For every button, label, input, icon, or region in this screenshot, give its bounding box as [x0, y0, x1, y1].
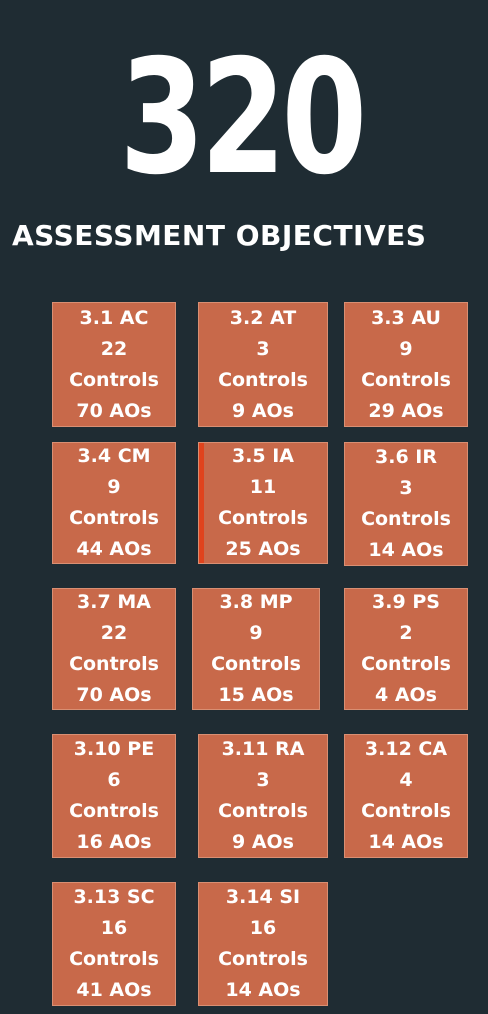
tile-controls-count: 9 — [399, 337, 413, 360]
tile-mp: 3.8 MP 9 Controls 15 AOs — [192, 588, 320, 710]
tile-aos: 70 AOs — [76, 399, 152, 422]
tile-ra: 3.11 RA 3 Controls 9 AOs — [198, 734, 328, 858]
tile-controls-label: Controls — [361, 653, 451, 675]
tile-controls-count: 16 — [100, 917, 128, 939]
tile-code: 3.7 MA — [77, 591, 151, 613]
tile-code: 3.6 IR — [375, 446, 437, 468]
tile-controls-count: 9 — [107, 476, 121, 498]
tile-si: 3.14 SI 16 Controls 14 AOs — [198, 882, 328, 1006]
tile-at: 3.2 AT 3 Controls 9 AOs — [198, 302, 328, 427]
tile-controls-count: 9 — [249, 622, 263, 644]
tile-controls-label: Controls — [69, 653, 159, 675]
tile-controls-label: Controls — [361, 800, 451, 822]
tile-aos: 14 AOs — [368, 831, 444, 853]
tile-ca: 3.12 CA 4 Controls 14 AOs — [344, 734, 468, 858]
tile-code: 3.9 PS — [372, 591, 440, 613]
tile-controls-count: 11 — [249, 476, 277, 498]
tile-aos: 15 AOs — [218, 684, 294, 706]
objectives-subtitle: ASSESSMENT OBJECTIVES — [12, 219, 427, 252]
tile-controls-count: 16 — [249, 917, 277, 939]
tile-code: 3.14 SI — [225, 886, 301, 908]
tile-ac: 3.1 AC 22 Controls 70 AOs — [52, 302, 176, 427]
tile-aos: 16 AOs — [76, 831, 152, 853]
tile-controls-count: 22 — [100, 337, 128, 360]
tile-controls-count: 3 — [399, 477, 413, 499]
tile-controls-label: Controls — [218, 948, 308, 970]
tile-controls-label: Controls — [361, 368, 451, 391]
tile-controls-label: Controls — [218, 368, 308, 391]
tile-code: 3.12 CA — [364, 738, 448, 760]
tile-cm: 3.4 CM 9 Controls 44 AOs — [52, 442, 176, 564]
tile-controls-label: Controls — [218, 800, 308, 822]
tile-controls-label: Controls — [69, 507, 159, 529]
tile-au: 3.3 AU 9 Controls 29 AOs — [344, 302, 468, 427]
tile-controls-count: 3 — [256, 769, 270, 791]
tile-aos: 9 AOs — [231, 831, 294, 853]
tile-code: 3.3 AU — [371, 306, 441, 329]
tile-code: 3.4 CM — [77, 445, 151, 467]
objectives-count: 320 — [119, 26, 367, 210]
tile-aos: 41 AOs — [76, 979, 152, 1001]
tile-code: 3.1 AC — [79, 306, 149, 329]
tile-ma: 3.7 MA 22 Controls 70 AOs — [52, 588, 176, 710]
tile-accent-bar — [199, 443, 204, 563]
tile-code: 3.8 MP — [219, 591, 293, 613]
tile-aos: 9 AOs — [231, 399, 294, 422]
tile-aos: 25 AOs — [225, 538, 301, 560]
tile-controls-label: Controls — [211, 653, 301, 675]
tile-controls-count: 3 — [256, 337, 270, 360]
tile-controls-count: 4 — [399, 769, 413, 791]
tile-aos: 4 AOs — [374, 684, 437, 706]
tile-code: 3.13 SC — [73, 886, 155, 908]
tile-code: 3.10 PE — [73, 738, 155, 760]
tile-code: 3.11 RA — [221, 738, 305, 760]
tile-controls-label: Controls — [218, 507, 308, 529]
tile-pe: 3.10 PE 6 Controls 16 AOs — [52, 734, 176, 858]
tile-ia: 3.5 IA 11 Controls 25 AOs — [198, 442, 328, 564]
tile-code: 3.2 AT — [229, 306, 297, 329]
tile-controls-label: Controls — [69, 800, 159, 822]
tile-controls-count: 22 — [100, 622, 128, 644]
tile-controls-label: Controls — [69, 368, 159, 391]
tile-aos: 14 AOs — [225, 979, 301, 1001]
tile-aos: 29 AOs — [368, 399, 444, 422]
tile-controls-label: Controls — [69, 948, 159, 970]
tile-sc: 3.13 SC 16 Controls 41 AOs — [52, 882, 176, 1006]
tile-aos: 44 AOs — [76, 538, 152, 560]
tile-ps: 3.9 PS 2 Controls 4 AOs — [344, 588, 468, 710]
tile-controls-count: 6 — [107, 769, 121, 791]
tile-controls-label: Controls — [361, 508, 451, 530]
tile-controls-count: 2 — [399, 622, 413, 644]
tile-code: 3.5 IA — [231, 445, 295, 467]
tile-aos: 70 AOs — [76, 684, 152, 706]
tile-aos: 14 AOs — [368, 539, 444, 561]
tile-ir: 3.6 IR 3 Controls 14 AOs — [344, 442, 468, 566]
